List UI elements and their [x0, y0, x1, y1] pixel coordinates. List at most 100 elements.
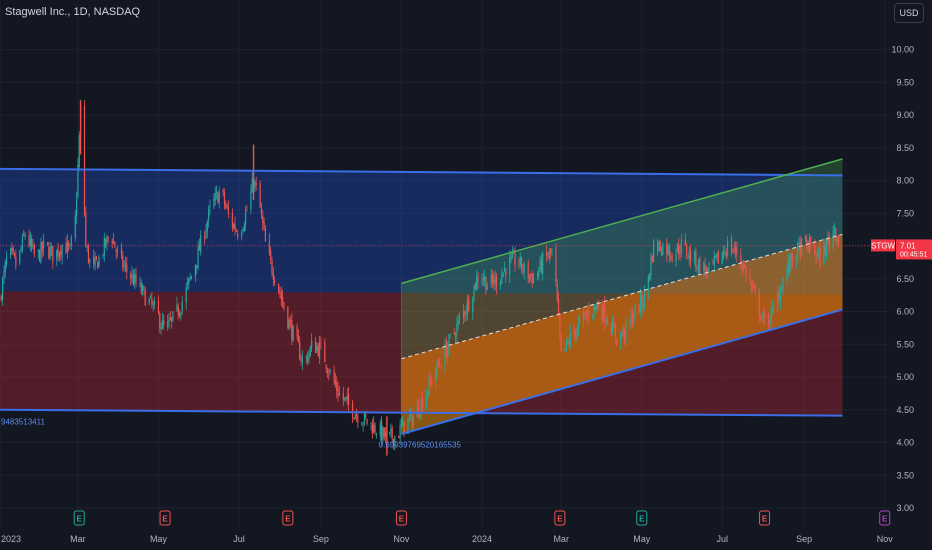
candle-body — [56, 249, 58, 260]
candle-body — [205, 230, 207, 237]
candle-body — [436, 361, 438, 376]
candle-body — [502, 272, 504, 277]
candle-body — [223, 192, 226, 204]
candle-body — [33, 245, 35, 255]
candle-body — [324, 341, 326, 363]
candle-body — [197, 246, 199, 268]
candle-body — [622, 327, 624, 336]
y-tick-label: 4.50 — [896, 405, 914, 415]
candle-body — [730, 238, 733, 254]
candle-body — [536, 274, 539, 276]
horizontal-channel-lower — [0, 408, 843, 417]
candle-body — [70, 237, 72, 246]
candle-body — [237, 233, 239, 238]
candle-body — [503, 268, 506, 272]
candle-body — [721, 253, 723, 264]
candle-body — [653, 240, 655, 263]
candle-body — [568, 341, 570, 344]
candle-body — [48, 246, 50, 259]
earnings-marker[interactable]: E — [759, 510, 771, 526]
candle-body — [134, 274, 136, 284]
candle-body — [394, 436, 396, 447]
candle-body — [753, 284, 755, 289]
candle-body — [773, 306, 775, 308]
earnings-marker[interactable]: E — [159, 510, 171, 526]
candle-body — [472, 299, 474, 312]
candle-body — [300, 360, 302, 362]
candle-body — [417, 405, 420, 417]
y-tick-label: 9.00 — [896, 110, 914, 120]
candle-body — [344, 397, 346, 400]
candle-body — [250, 191, 252, 210]
candle-body — [4, 262, 6, 273]
earnings-marker-box — [282, 510, 294, 526]
candle-body — [105, 238, 107, 247]
candle-body — [464, 311, 466, 316]
earnings-marker[interactable]: E — [554, 510, 566, 526]
candle-body — [428, 377, 430, 395]
earnings-marker[interactable]: E — [73, 510, 85, 526]
candlestick-series[interactable] — [0, 99, 840, 456]
candle-body — [499, 281, 502, 286]
currency-button[interactable]: USD — [894, 3, 924, 23]
candle-body — [651, 256, 653, 262]
candle-body — [596, 304, 598, 310]
x-tick-label: Sep — [313, 534, 329, 544]
candle-body — [742, 264, 745, 268]
candle-body — [403, 421, 405, 433]
candle-body — [217, 193, 219, 204]
candle-body — [427, 392, 429, 394]
candle-body — [557, 298, 560, 316]
candle-body — [695, 252, 697, 269]
candle-body — [268, 240, 270, 254]
candle-body — [29, 238, 31, 247]
candle-body — [564, 347, 566, 351]
earnings-marker-box — [879, 510, 891, 526]
candle-body — [245, 212, 247, 225]
candle-body — [65, 243, 67, 254]
candle-body — [808, 237, 811, 253]
earnings-marker[interactable]: E — [282, 510, 294, 526]
annotation-label: 0.69939769520165535 — [379, 440, 462, 449]
candle-body — [325, 364, 327, 370]
earnings-marker[interactable]: E — [879, 510, 891, 526]
candle-body — [255, 183, 257, 186]
candle-body — [532, 277, 535, 284]
candle-body — [787, 261, 789, 272]
time-axis[interactable]: 2023 Mar May Jul Sep Nov 2024 Mar May Jul Sep Nov — [1, 534, 893, 544]
candle-body — [734, 245, 737, 253]
candle-body — [152, 303, 154, 306]
candle-body — [538, 270, 540, 277]
candle-body — [490, 275, 492, 285]
candle-body — [351, 402, 354, 418]
candle-body — [169, 317, 171, 320]
candle-body — [573, 329, 576, 333]
candle-body — [287, 306, 289, 328]
candle-body — [188, 277, 190, 285]
candle-body — [650, 257, 652, 275]
channel-lines[interactable] — [0, 158, 890, 435]
candle-body — [400, 424, 403, 426]
candle-body — [241, 232, 243, 237]
candle-body — [732, 250, 734, 252]
earnings-marker[interactable]: E — [395, 510, 407, 526]
candle-body — [123, 265, 125, 267]
y-tick-label: 6.00 — [896, 307, 914, 317]
candle-body — [283, 302, 285, 309]
earnings-marker[interactable]: E — [636, 510, 648, 526]
candle-body — [796, 242, 799, 259]
candle-body — [122, 254, 124, 268]
candle-body — [726, 240, 729, 257]
candle-body — [750, 281, 752, 287]
candle-body — [326, 370, 329, 373]
candle-body — [514, 252, 516, 266]
candle-body — [112, 240, 115, 244]
candle-body — [243, 224, 245, 231]
candle-body — [95, 256, 97, 260]
candle-body — [585, 314, 587, 316]
candle-body — [204, 236, 206, 239]
candle-body — [429, 380, 432, 381]
candle-body — [576, 330, 578, 339]
